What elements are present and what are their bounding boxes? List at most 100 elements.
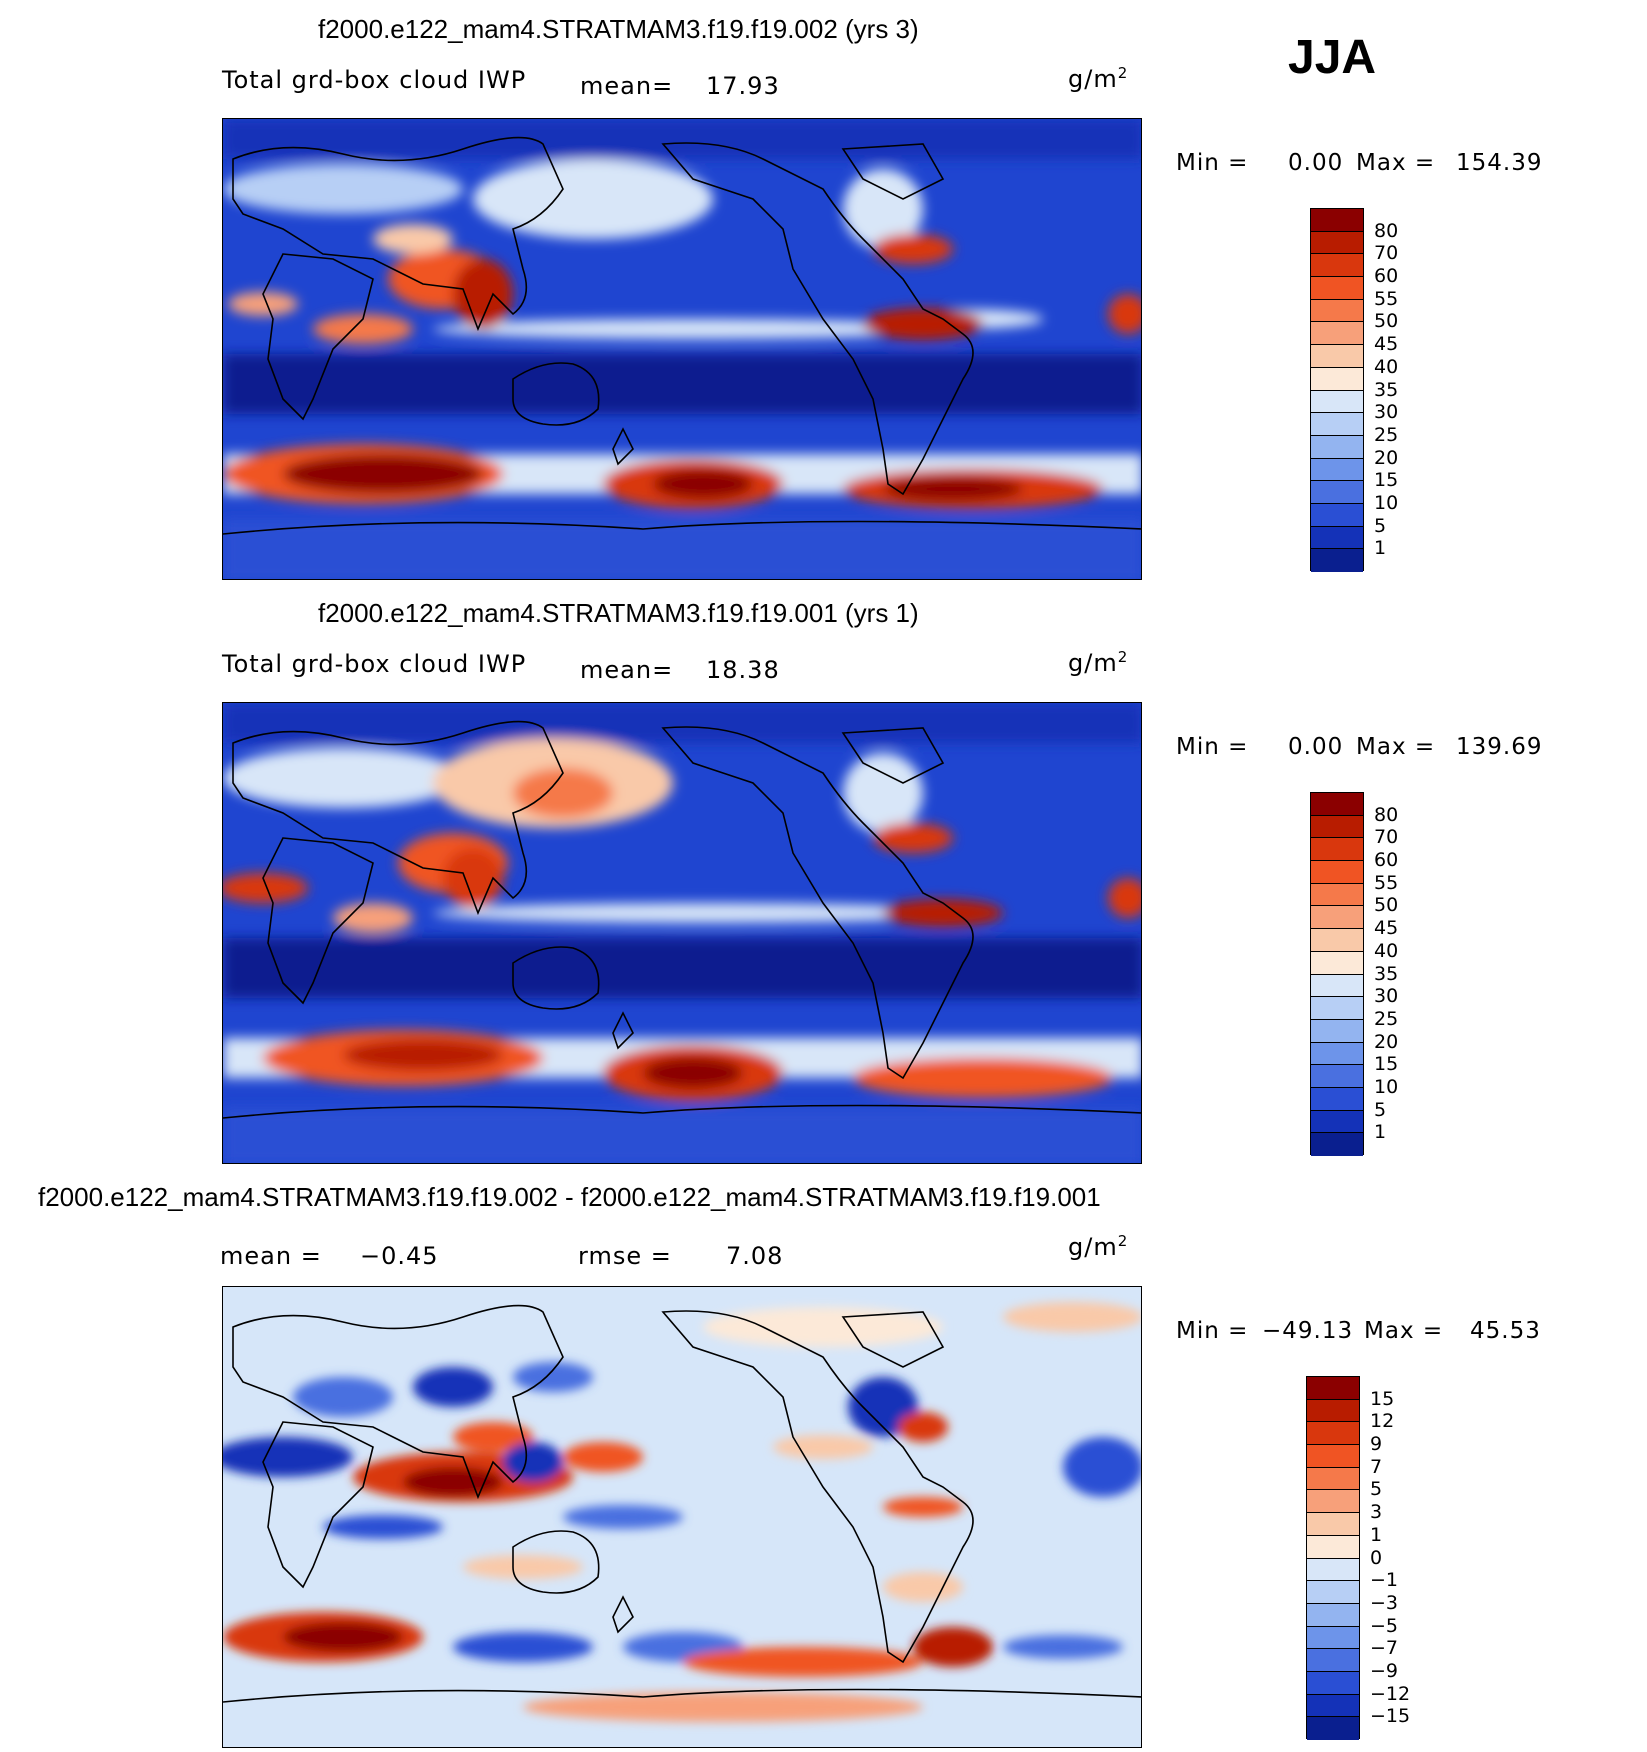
colorbar-swatch xyxy=(1311,1019,1363,1043)
colorbar-swatch xyxy=(1307,1603,1359,1627)
colorbar-swatch xyxy=(1311,1065,1363,1088)
colorbar-tick-label: −12 xyxy=(1370,1682,1411,1705)
colorbar-swatch xyxy=(1311,793,1363,816)
colorbar-swatch xyxy=(1307,1399,1359,1423)
colorbar-swatch xyxy=(1311,435,1363,459)
colorbar-tick-label: −3 xyxy=(1370,1591,1399,1614)
colorbar-tick-label: 40 xyxy=(1374,939,1399,962)
colorbar-swatch xyxy=(1311,231,1363,255)
colorbar-tick-label: 5 xyxy=(1374,514,1387,537)
colorbar-swatch xyxy=(1307,1445,1359,1468)
colorbar-tick-label: 55 xyxy=(1374,287,1399,310)
colorbar xyxy=(1306,1376,1360,1740)
colorbar-tick-label: 1 xyxy=(1374,1121,1387,1144)
colorbar-swatch xyxy=(1311,815,1363,839)
colorbar-tick-label: −9 xyxy=(1370,1659,1399,1682)
colorbar-tick-label: 35 xyxy=(1374,378,1399,401)
colorbar-swatch xyxy=(1307,1490,1359,1514)
mean-value: −0.45 xyxy=(360,1242,439,1270)
min-value: 0.00 xyxy=(1288,150,1344,176)
colorbar-swatch xyxy=(1311,277,1363,300)
colorbar-swatch xyxy=(1311,906,1363,930)
colorbar-tick-label: −15 xyxy=(1370,1705,1411,1728)
colorbar-tick-label: 45 xyxy=(1374,917,1399,940)
map-svg xyxy=(223,703,1141,1163)
colorbar-tick-label: 50 xyxy=(1374,310,1399,333)
colorbar-tick-label: 3 xyxy=(1370,1501,1383,1524)
mean-value: 17.93 xyxy=(706,72,780,100)
mean-label: mean = xyxy=(220,1242,322,1270)
max-value: 45.53 xyxy=(1470,1318,1541,1344)
map-field-002 xyxy=(222,118,1142,580)
colorbar-tick-label: 5 xyxy=(1374,1098,1387,1121)
colorbar-tick-label: 25 xyxy=(1374,1007,1399,1030)
min-label: Min = xyxy=(1176,734,1249,760)
colorbar-tick-label: 30 xyxy=(1374,985,1399,1008)
colorbar-swatch xyxy=(1311,929,1363,952)
colorbar-swatch xyxy=(1311,526,1363,550)
colorbar-swatch xyxy=(1311,1087,1363,1111)
units-label: g/m2 xyxy=(1068,648,1129,677)
colorbar-tick-label: 12 xyxy=(1370,1410,1395,1433)
colorbar-tick-label: 15 xyxy=(1370,1387,1395,1410)
colorbar-tick-label: 5 xyxy=(1370,1478,1383,1501)
colorbar-swatch xyxy=(1311,209,1363,232)
rmse-label: rmse = xyxy=(578,1242,672,1270)
colorbar-tick-label: 0 xyxy=(1370,1546,1383,1569)
min-label: Min = xyxy=(1176,150,1249,176)
colorbar-swatch xyxy=(1307,1467,1359,1491)
mean-label: mean= xyxy=(580,72,674,100)
colorbar-swatch xyxy=(1311,951,1363,975)
colorbar-tick-label: 15 xyxy=(1374,469,1399,492)
colorbar-swatch xyxy=(1307,1581,1359,1604)
variable-label: Total grd-box cloud IWP xyxy=(222,650,527,678)
map-field-difference xyxy=(222,1286,1142,1748)
colorbar-tick-label: 10 xyxy=(1374,1075,1399,1098)
max-value: 154.39 xyxy=(1456,150,1543,176)
colorbar-swatch xyxy=(1311,413,1363,436)
colorbar-swatch xyxy=(1311,974,1363,998)
colorbar-swatch xyxy=(1311,367,1363,391)
colorbar-tick-label: 50 xyxy=(1374,894,1399,917)
colorbar-swatch xyxy=(1307,1626,1359,1650)
colorbar-tick-label: 40 xyxy=(1374,355,1399,378)
max-label: Max = xyxy=(1356,734,1436,760)
rmse-value: 7.08 xyxy=(726,1242,784,1270)
colorbar-swatch xyxy=(1311,997,1363,1020)
colorbar-swatch xyxy=(1311,503,1363,527)
max-value: 139.69 xyxy=(1456,734,1543,760)
colorbar-swatch xyxy=(1307,1717,1359,1740)
colorbar-tick-label: 10 xyxy=(1374,491,1399,514)
min-value: 0.00 xyxy=(1288,734,1344,760)
colorbar-tick-label: 20 xyxy=(1374,1030,1399,1053)
colorbar-swatch xyxy=(1311,838,1363,862)
colorbar-tick-label: 15 xyxy=(1374,1053,1399,1076)
panel-title: f2000.e122_mam4.STRATMAM3.f19.f19.002 (y… xyxy=(318,14,919,44)
colorbar-swatch xyxy=(1307,1649,1359,1672)
variable-label: Total grd-box cloud IWP xyxy=(222,66,527,94)
colorbar-swatch xyxy=(1307,1377,1359,1400)
colorbar-tick-label: 1 xyxy=(1370,1523,1383,1546)
panel-title: f2000.e122_mam4.STRATMAM3.f19.f19.001 (y… xyxy=(318,598,919,628)
colorbar-tick-label: 70 xyxy=(1374,826,1399,849)
colorbar-tick-label: 45 xyxy=(1374,333,1399,356)
mean-label: mean= xyxy=(580,656,674,684)
colorbar-swatch xyxy=(1307,1422,1359,1446)
panel-title: f2000.e122_mam4.STRATMAM3.f19.f19.002 - … xyxy=(38,1182,1101,1212)
colorbar-tick-label: 55 xyxy=(1374,871,1399,894)
colorbar-tick-label: 80 xyxy=(1374,219,1399,242)
map-svg xyxy=(223,119,1141,579)
colorbar-swatch xyxy=(1307,1513,1359,1536)
colorbar xyxy=(1310,208,1364,572)
colorbar-tick-label: −5 xyxy=(1370,1614,1399,1637)
min-label: Min = xyxy=(1176,1318,1249,1344)
colorbar-tick-label: 25 xyxy=(1374,423,1399,446)
colorbar-swatch xyxy=(1311,322,1363,346)
colorbar-swatch xyxy=(1311,861,1363,884)
colorbar-tick-label: 80 xyxy=(1374,803,1399,826)
colorbar-swatch xyxy=(1307,1694,1359,1718)
colorbar-swatch xyxy=(1307,1558,1359,1582)
colorbar-swatch xyxy=(1311,1042,1363,1066)
colorbar-tick-label: 7 xyxy=(1370,1455,1383,1478)
colorbar-swatch xyxy=(1311,299,1363,323)
